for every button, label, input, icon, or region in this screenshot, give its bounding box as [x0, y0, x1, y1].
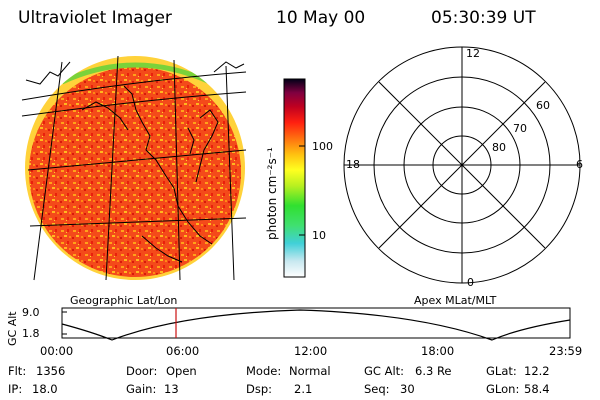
ip-label: IP:: [8, 382, 23, 396]
glat-value: 12.2: [524, 364, 550, 378]
observation-time: 05:30:39 UT: [431, 8, 536, 28]
glon-label: GLon:: [486, 382, 520, 396]
apex-caption: Apex MLat/MLT: [414, 294, 497, 307]
altitude-ytick-bottom: 1.8: [22, 327, 40, 340]
geo-grid: [21, 55, 247, 281]
mlt-label-18: 18: [346, 158, 360, 171]
coastlines: [25, 61, 245, 263]
altitude-ytick-top: 9.0: [22, 306, 40, 319]
glon-value: 58.4: [524, 382, 550, 396]
mlt-label-12: 12: [466, 47, 480, 60]
colorbar-tick-100: 100: [312, 140, 333, 153]
altitude-xtick-0000: 00:00: [40, 344, 74, 358]
mlat-label-60: 60: [536, 99, 550, 112]
flt-label: Flt:: [8, 364, 27, 378]
mlat-label-80: 80: [492, 141, 506, 154]
door-value: Open: [166, 364, 197, 378]
geographic-caption: Geographic Lat/Lon: [70, 294, 178, 307]
dsp-value: 2.1: [294, 382, 313, 396]
mlt-label-6: 6: [576, 158, 583, 171]
altitude-xtick-1800: 18:00: [421, 344, 455, 358]
mlt-label-0: 0: [467, 276, 474, 289]
gain-label: Gain:: [126, 382, 157, 396]
mode-value: Normal: [289, 364, 331, 378]
altitude-xtick-2359: 23:59: [549, 344, 583, 358]
ip-value: 18.0: [32, 382, 58, 396]
dsp-label: Dsp:: [246, 382, 273, 396]
observation-date: 10 May 00: [276, 8, 366, 28]
seq-value: 30: [400, 382, 415, 396]
flt-value: 1356: [36, 364, 66, 378]
door-label: Door:: [126, 364, 158, 378]
instrument-title: Ultraviolet Imager: [18, 8, 172, 28]
glat-label: GLat:: [486, 364, 517, 378]
gain-value: 13: [164, 382, 179, 396]
intensity-colorbar: [283, 78, 306, 278]
mlat-label-70: 70: [513, 122, 527, 135]
gcalt-label: GC Alt:: [364, 364, 405, 378]
mode-label: Mode:: [246, 364, 282, 378]
altitude-xtick-0600: 06:00: [166, 344, 200, 358]
gcalt-value: 6.3 Re: [415, 364, 452, 378]
altitude-xtick-1200: 12:00: [294, 344, 328, 358]
seq-label: Seq:: [364, 382, 390, 396]
colorbar-tick-10: 10: [312, 229, 326, 242]
